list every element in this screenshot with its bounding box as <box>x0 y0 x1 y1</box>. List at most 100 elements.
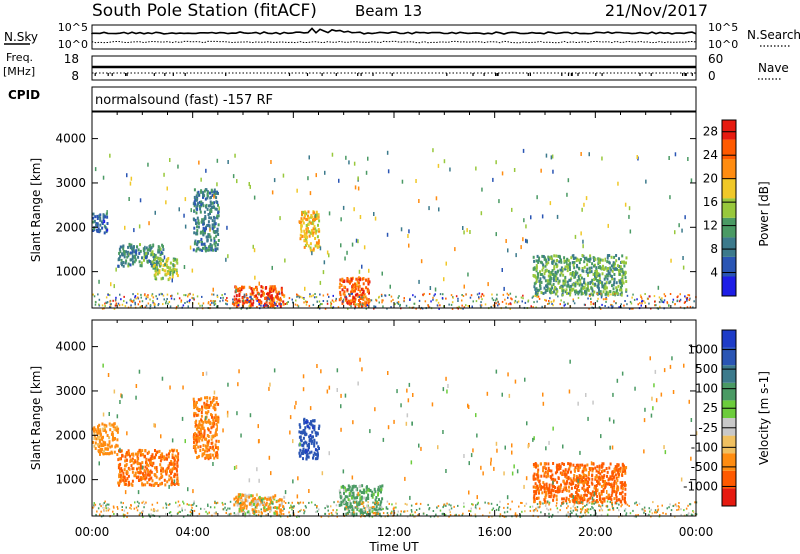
scatter-pixel <box>583 265 586 269</box>
scatter-pixel <box>455 295 458 298</box>
scatter-pixel <box>235 294 238 298</box>
scatter-pixel <box>688 294 691 297</box>
scatter-pixel <box>559 286 561 290</box>
scatter-pixel <box>657 509 659 512</box>
scatter-pixel <box>386 512 389 515</box>
scatter-pixel <box>99 213 102 217</box>
scatter-pixel <box>303 301 305 304</box>
scatter-pixel <box>118 481 121 485</box>
scatter-pixel <box>397 301 400 303</box>
scatter-pixel <box>458 305 460 308</box>
scatter-pixel <box>535 287 538 291</box>
scatter-pixel <box>591 289 594 293</box>
scatter-pixel <box>237 512 240 516</box>
scatter-pixel <box>217 402 220 406</box>
scatter-pixel <box>211 193 214 197</box>
scatter-pixel <box>498 506 501 508</box>
scatter-pixel <box>565 499 568 503</box>
scatter-pixel <box>663 293 666 296</box>
scatter-pixel <box>120 467 123 471</box>
scatter-pixel <box>356 507 359 511</box>
scatter-pixel <box>157 509 159 512</box>
scatter-pixel <box>119 250 122 254</box>
scatter-pixel <box>568 464 571 468</box>
scatter-pixel <box>253 510 255 513</box>
scatter-pixel <box>680 513 682 516</box>
scatter-pixel <box>113 427 116 431</box>
scatter-pixel <box>101 307 104 310</box>
scatter-pixel <box>571 512 573 514</box>
scatter-pixel <box>601 475 604 479</box>
scatter-pixel <box>97 427 100 431</box>
scatter-pixel <box>258 495 261 499</box>
scatter-pixel <box>641 508 643 511</box>
scatter-pixel <box>275 290 278 294</box>
scatter-pixel <box>135 476 138 480</box>
scatter-pixel <box>586 499 589 503</box>
scatter-pixel <box>308 216 310 220</box>
scatter-pixel <box>537 261 540 264</box>
scatter-pixel <box>574 466 577 470</box>
scatter-pixel <box>140 264 143 268</box>
scatter-pixel <box>548 491 551 495</box>
scatter-pixel <box>363 295 365 298</box>
scatter-pixel <box>237 498 239 501</box>
scatter-pixel <box>599 307 602 310</box>
scatter-pixel <box>146 254 148 258</box>
scatter-pixel <box>122 261 125 264</box>
scatter-pixel <box>669 195 671 200</box>
scatter-pixel <box>374 305 377 308</box>
scatter-pixel <box>206 399 209 403</box>
scatter-pixel <box>546 472 549 476</box>
scatter-pixel <box>567 511 569 514</box>
scatter-pixel <box>300 217 303 221</box>
scatter-pixel <box>556 470 559 474</box>
scatter-pixel <box>491 293 493 296</box>
scatter-pixel <box>405 304 408 307</box>
scatter-pixel <box>312 435 314 439</box>
scatter-pixel <box>604 479 607 483</box>
scatter-pixel <box>467 403 469 408</box>
scatter-pixel <box>572 509 575 512</box>
scatter-pixel <box>536 300 538 303</box>
scatter-pixel <box>186 300 188 303</box>
scatter-pixel <box>430 300 432 303</box>
scatter-pixel <box>105 452 108 456</box>
scatter-pixel <box>692 511 695 514</box>
scatter-pixel <box>257 513 260 516</box>
scatter-pixel <box>397 510 399 513</box>
scatter-pixel <box>193 188 196 192</box>
scatter-pixel <box>609 462 612 466</box>
scatter-pixel <box>316 245 319 249</box>
scatter-pixel <box>198 200 201 204</box>
scatter-pixel <box>179 511 181 513</box>
scatter-pixel <box>624 481 626 485</box>
scatter-pixel <box>319 280 322 285</box>
scatter-pixel <box>258 300 260 303</box>
scatter-pixel <box>328 512 330 515</box>
scatter-pixel <box>125 250 127 254</box>
scatter-pixel <box>588 501 591 504</box>
scatter-pixel <box>471 305 473 308</box>
scatter-pixel <box>338 298 341 302</box>
scatter-pixel <box>386 232 389 237</box>
scatter-pixel <box>350 290 353 294</box>
scatter-pixel <box>336 509 338 512</box>
scatter-pixel <box>584 493 587 497</box>
scatter-pixel <box>227 254 229 259</box>
scatter-pixel <box>207 233 210 237</box>
scatter-pixel <box>170 460 173 463</box>
scatter-pixel <box>98 423 101 427</box>
scatter-pixel <box>210 413 213 417</box>
scatter-pixel <box>323 260 326 265</box>
scatter-pixel <box>577 476 580 480</box>
scatter-pixel <box>156 470 159 473</box>
scatter-pixel <box>574 273 577 276</box>
scatter-pixel <box>554 471 557 475</box>
scatter-pixel <box>613 273 616 276</box>
scatter-pixel <box>576 271 579 275</box>
scatter-pixel <box>556 270 559 274</box>
scatter-pixel <box>311 251 313 256</box>
scatter-pixel <box>212 399 214 403</box>
scatter-pixel <box>154 266 157 270</box>
